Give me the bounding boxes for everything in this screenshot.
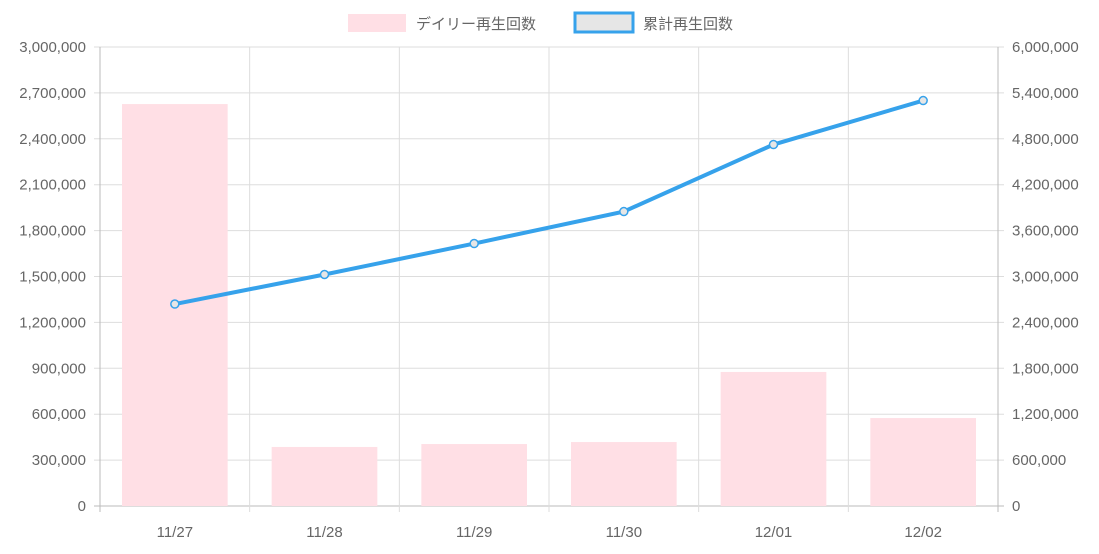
y-right-tick-label: 1,200,000 (1012, 406, 1079, 423)
y-right-tick-label: 1,800,000 (1012, 360, 1079, 377)
y-right-tick-label: 3,600,000 (1012, 223, 1079, 240)
bar-11/28 (271, 446, 378, 506)
legend-label-cumulative: 累計再生回数 (643, 16, 733, 33)
y-right-tick-label: 2,400,000 (1012, 314, 1079, 331)
y-left-tick-label: 2,700,000 (19, 85, 86, 102)
x-tick-label: 11/28 (306, 524, 342, 541)
bar-11/30 (571, 442, 677, 506)
line-point (469, 238, 479, 249)
y-right-tick-label: 5,400,000 (1012, 85, 1079, 102)
legend-label-daily: デイリー再生回数 (416, 15, 536, 33)
bar-12/02 (870, 418, 976, 506)
legend-swatch-cumulative (573, 11, 635, 34)
x-tick-label: 11/30 (606, 524, 642, 541)
y-left-tick-label: 2,400,000 (19, 131, 86, 148)
x-tick-label: 11/29 (456, 524, 492, 541)
line-point (170, 299, 180, 309)
y-right-tick-label: 600,000 (1012, 452, 1066, 469)
y-right-tick-label: 6,000,000 (1012, 39, 1079, 56)
y-left-tick-label: 1,200,000 (19, 314, 86, 331)
y-right-tick-label: 4,200,000 (1012, 177, 1079, 194)
cumulative-line (174, 98, 924, 307)
line-point (319, 269, 330, 280)
y-left-tick-label: 600,000 (32, 406, 86, 423)
legend-swatch-daily (348, 14, 406, 32)
y-left-tick-label: 1,800,000 (19, 223, 86, 240)
y-left-tick-label: 300,000 (32, 452, 86, 469)
y-right-tick-label: 4,800,000 (1012, 131, 1079, 148)
y-left-tick-label: 1,500,000 (19, 269, 86, 286)
x-tick-label: 12/01 (755, 524, 793, 541)
y-left-tick-label: 2,100,000 (19, 177, 86, 194)
x-tick-label: 11/27 (157, 524, 193, 541)
bar-11/29 (421, 444, 527, 506)
y-left-tick-label: 900,000 (32, 360, 86, 377)
line-point (918, 95, 928, 106)
x-tick-label: 12/02 (904, 524, 942, 541)
line-point (768, 139, 779, 150)
y-left-tick-label: 3,000,000 (19, 39, 86, 56)
y-right-tick-label: 0 (1012, 498, 1020, 515)
y-right-tick-label: 3,000,000 (1012, 269, 1079, 286)
line-point (619, 206, 629, 217)
y-left-tick-label: 0 (78, 498, 86, 515)
bar-12/01 (720, 371, 827, 506)
